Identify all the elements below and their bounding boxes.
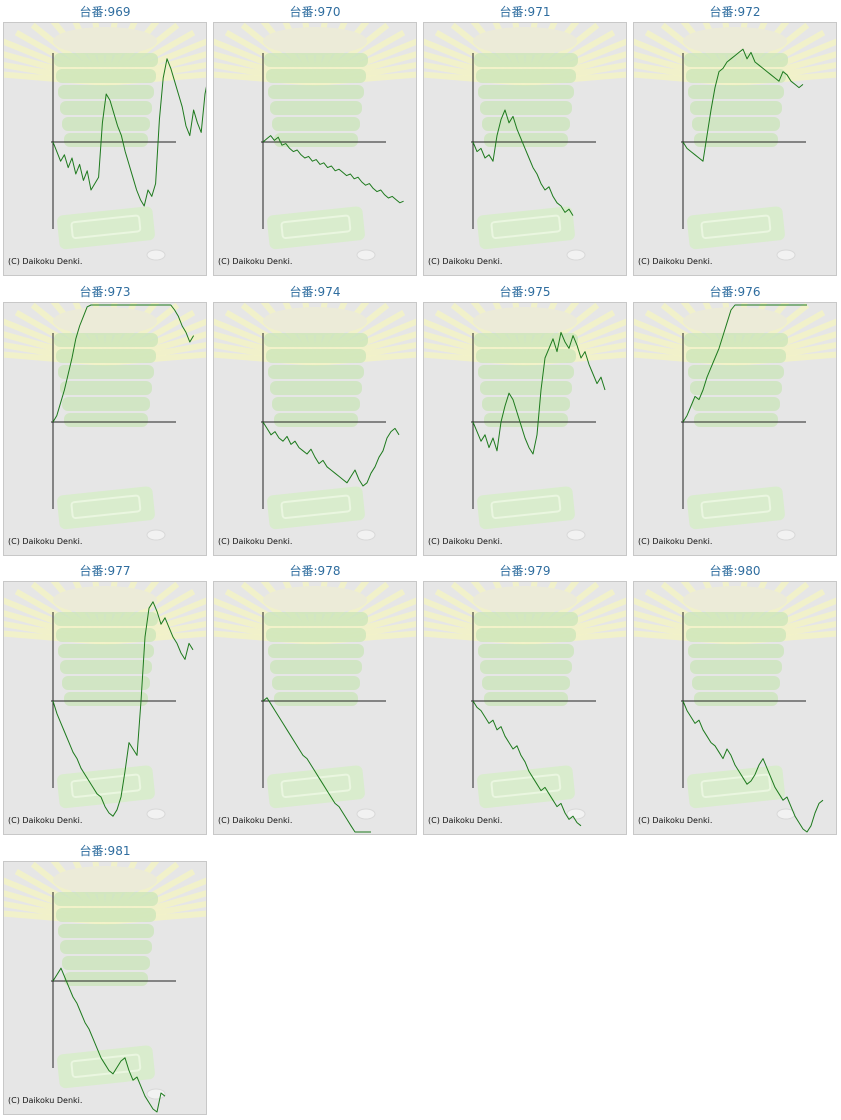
copyright-text: (C) Daikoku Denki. <box>218 257 293 266</box>
pachinko-machine-watermark-icon <box>214 303 416 541</box>
payout-line <box>52 967 166 1113</box>
copyright-text: (C) Daikoku Denki. <box>638 257 713 266</box>
machine-graph-card: 台番:972 (C) Daikoku Denki. <box>633 0 837 278</box>
pachinko-machine-watermark-icon <box>634 582 836 820</box>
machine-graph-card: 台番:973 (C) Daikoku Denki. <box>3 280 207 558</box>
machine-graph-card: 台番:970 (C) Daikoku Denki. <box>213 0 417 278</box>
slump-graph <box>634 23 836 261</box>
payout-line <box>52 304 195 423</box>
slump-graph <box>214 303 416 541</box>
payout-line <box>682 304 807 423</box>
payout-line <box>52 601 194 817</box>
machine-number-title[interactable]: 台番:972 <box>709 5 761 19</box>
slump-graph <box>4 862 206 1113</box>
slump-graph <box>424 23 626 261</box>
machine-number-title[interactable]: 台番:975 <box>499 285 551 299</box>
pachinko-machine-watermark-icon <box>424 23 626 261</box>
payout-line <box>52 58 206 207</box>
slump-graph-panel: (C) Daikoku Denki. <box>213 302 417 556</box>
machine-graph-card: 台番:981 (C) Daikoku Denki. <box>3 839 207 1117</box>
payout-line <box>472 109 574 216</box>
machine-graph-card: 台番:969 (C) Daikoku Denki. <box>3 0 207 278</box>
machine-graph-card: 台番:978 (C) Daikoku Denki. <box>213 559 417 837</box>
slump-graph-panel: (C) Daikoku Denki. <box>213 22 417 276</box>
payout-line <box>682 700 824 833</box>
machine-number-title[interactable]: 台番:974 <box>289 285 341 299</box>
machine-number-title[interactable]: 台番:971 <box>499 5 551 19</box>
slump-graph-panel: (C) Daikoku Denki. <box>633 581 837 835</box>
slump-graph-panel: (C) Daikoku Denki. <box>3 581 207 835</box>
slump-graph-panel: (C) Daikoku Denki. <box>423 581 627 835</box>
slump-graph-panel: (C) Daikoku Denki. <box>213 581 417 835</box>
pachinko-machine-watermark-icon <box>4 582 206 820</box>
payout-line <box>262 421 400 487</box>
pachinko-machine-watermark-icon <box>424 582 626 820</box>
copyright-text: (C) Daikoku Denki. <box>218 537 293 546</box>
machine-number-title[interactable]: 台番:973 <box>79 285 131 299</box>
copyright-text: (C) Daikoku Denki. <box>638 537 713 546</box>
payout-line <box>682 48 804 162</box>
machine-graph-card: 台番:975 (C) Daikoku Denki. <box>423 280 627 558</box>
machine-graph-card: 台番:980 (C) Daikoku Denki. <box>633 559 837 837</box>
copyright-text: (C) Daikoku Denki. <box>428 257 503 266</box>
slump-graph <box>4 582 206 820</box>
slump-graph <box>424 582 626 827</box>
copyright-text: (C) Daikoku Denki. <box>8 1096 83 1105</box>
machine-number-title[interactable]: 台番:978 <box>289 564 341 578</box>
machine-number-title[interactable]: 台番:969 <box>79 5 131 19</box>
slump-graph-panel: (C) Daikoku Denki. <box>3 22 207 276</box>
copyright-text: (C) Daikoku Denki. <box>8 816 83 825</box>
machine-graph-card: 台番:971 (C) Daikoku Denki. <box>423 0 627 278</box>
slump-graph <box>214 582 416 833</box>
slump-graph <box>214 23 416 261</box>
copyright-text: (C) Daikoku Denki. <box>638 816 713 825</box>
machine-number-title[interactable]: 台番:981 <box>79 844 131 858</box>
machine-number-title[interactable]: 台番:970 <box>289 5 341 19</box>
payout-line <box>262 697 371 833</box>
pachinko-machine-watermark-icon <box>424 303 626 541</box>
machine-graph-card: 台番:979 (C) Daikoku Denki. <box>423 559 627 837</box>
slump-graph-panel: (C) Daikoku Denki. <box>633 22 837 276</box>
copyright-text: (C) Daikoku Denki. <box>8 537 83 546</box>
machine-number-title[interactable]: 台番:979 <box>499 564 551 578</box>
pachinko-machine-watermark-icon <box>214 23 416 261</box>
pachinko-machine-watermark-icon <box>4 862 206 1100</box>
payout-line <box>262 135 404 204</box>
slump-graph <box>634 582 836 833</box>
pachinko-machine-watermark-icon <box>634 303 836 541</box>
machine-graph-card: 台番:974 (C) Daikoku Denki. <box>213 280 417 558</box>
machine-graph-card: 台番:976 (C) Daikoku Denki. <box>633 280 837 558</box>
copyright-text: (C) Daikoku Denki. <box>218 816 293 825</box>
slump-graph <box>4 303 206 541</box>
slump-graph-panel: (C) Daikoku Denki. <box>633 302 837 556</box>
slump-graph-panel: (C) Daikoku Denki. <box>423 302 627 556</box>
machine-graph-card: 台番:977 (C) Daikoku Denki. <box>3 559 207 837</box>
slump-graph <box>4 23 206 261</box>
copyright-text: (C) Daikoku Denki. <box>428 816 503 825</box>
payout-line <box>472 331 606 455</box>
machine-number-title[interactable]: 台番:977 <box>79 564 131 578</box>
machine-number-title[interactable]: 台番:980 <box>709 564 761 578</box>
slump-graph-panel: (C) Daikoku Denki. <box>3 302 207 556</box>
slump-graph <box>634 303 836 541</box>
pachinko-machine-watermark-icon <box>634 23 836 261</box>
copyright-text: (C) Daikoku Denki. <box>428 537 503 546</box>
slump-graph <box>424 303 626 541</box>
payout-line <box>472 700 582 827</box>
slump-graph-panel: (C) Daikoku Denki. <box>423 22 627 276</box>
pachinko-machine-watermark-icon <box>214 582 416 820</box>
copyright-text: (C) Daikoku Denki. <box>8 257 83 266</box>
machine-number-title[interactable]: 台番:976 <box>709 285 761 299</box>
pachinko-machine-watermark-icon <box>4 23 206 261</box>
slump-graph-panel: (C) Daikoku Denki. <box>3 861 207 1115</box>
